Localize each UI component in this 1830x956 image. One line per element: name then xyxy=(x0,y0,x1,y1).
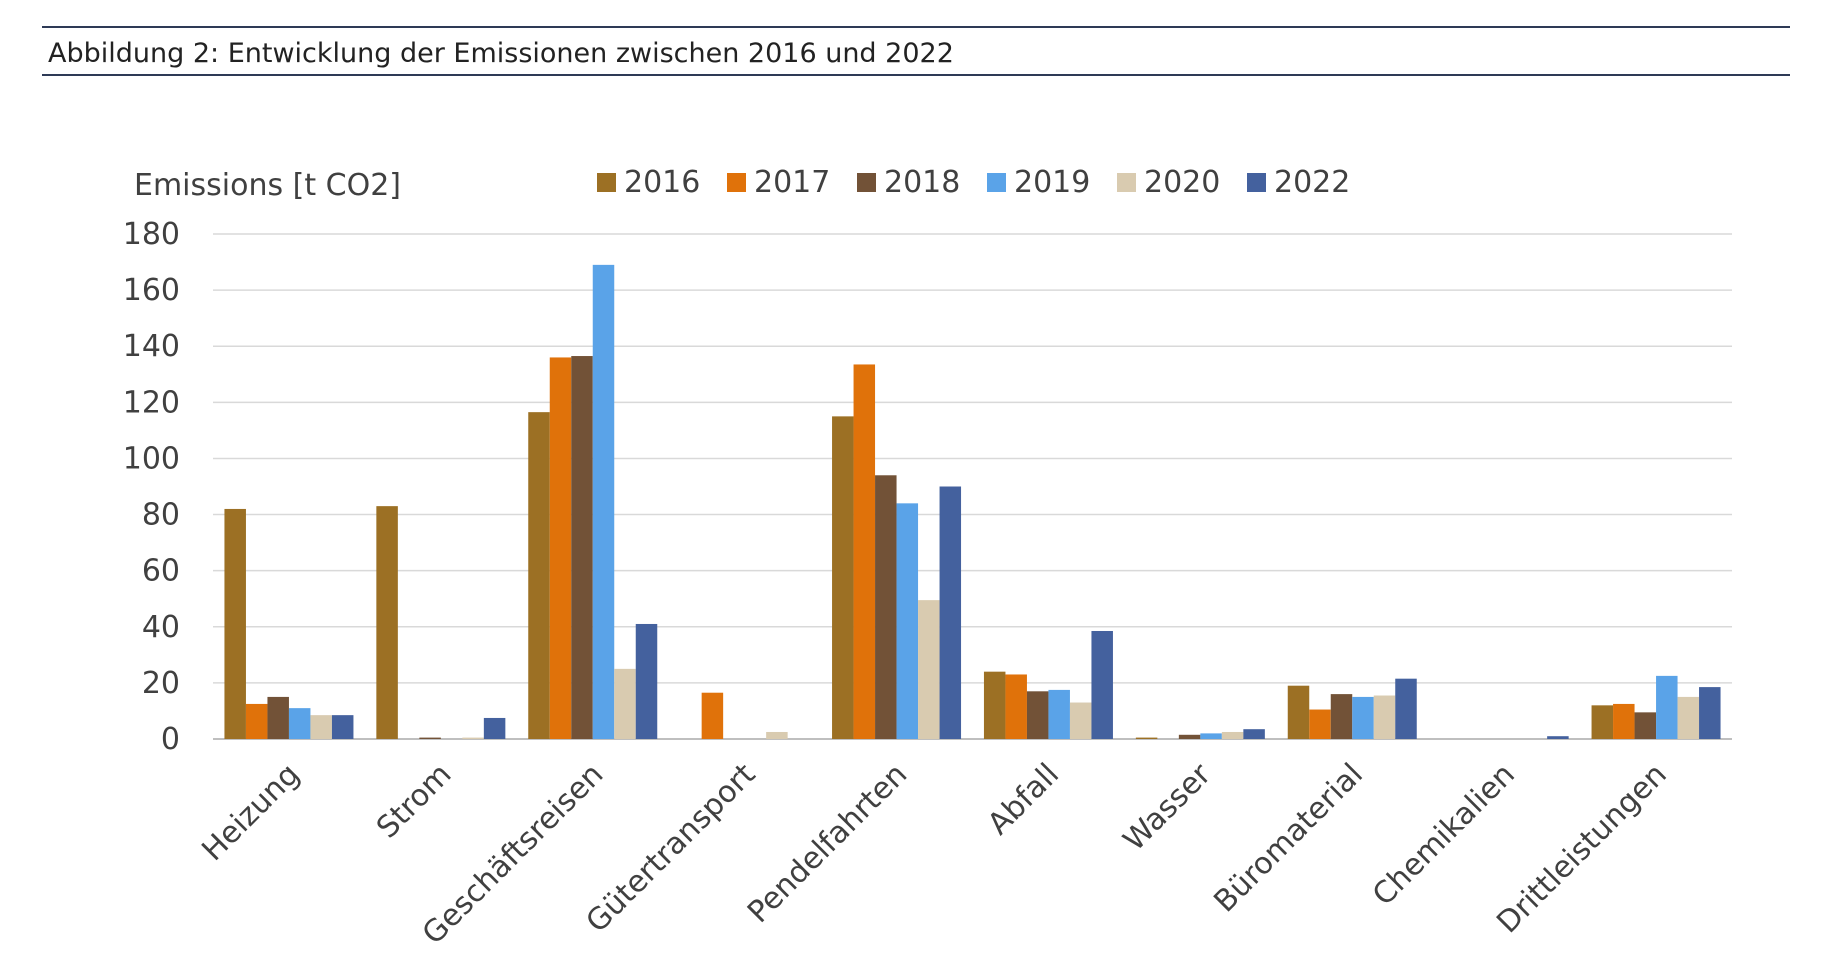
bar-2019-wasser xyxy=(1200,733,1222,739)
x-category-label: Wasser xyxy=(1117,756,1219,858)
y-tick-label: 0 xyxy=(161,722,180,757)
bar-2017-abfall xyxy=(1005,674,1027,739)
figure-header: Abbildung 2: Entwicklung der Emissionen … xyxy=(42,26,1790,76)
x-category-label: Pendelfahrten xyxy=(741,757,914,930)
x-category-label: Büromaterial xyxy=(1207,757,1370,920)
bar-2020-wasser xyxy=(1221,731,1244,739)
bar-2022-büromaterial xyxy=(1395,678,1417,739)
legend-swatch-2019 xyxy=(987,173,1006,192)
y-tick-label: 100 xyxy=(123,441,180,476)
legend-label-2022: 2022 xyxy=(1274,165,1350,200)
bar-2018-wasser xyxy=(1178,734,1201,739)
y-tick-label: 180 xyxy=(123,217,180,252)
legend-swatch-2022 xyxy=(1247,173,1266,192)
bar-2018-geschäftsreisen xyxy=(571,356,593,739)
bar-2018-heizung xyxy=(267,696,289,739)
y-tick-label: 160 xyxy=(123,273,180,308)
y-tick-label: 120 xyxy=(123,385,180,420)
legend-label-2016: 2016 xyxy=(624,165,700,200)
x-category-label: Heizung xyxy=(195,757,306,868)
x-category-label: Abfall xyxy=(981,757,1066,842)
bar-2020-gütertransport xyxy=(766,731,788,739)
bar-2020-strom xyxy=(462,737,484,739)
legend-label-2017: 2017 xyxy=(754,165,830,200)
bar-2022-heizung xyxy=(331,715,354,739)
bar-2017-pendelfahrten xyxy=(853,364,876,739)
bar-2016-strom xyxy=(376,506,398,739)
bar-2022-strom xyxy=(483,717,506,739)
bar-2020-drittleistungen xyxy=(1677,696,1700,739)
legend-swatch-2018 xyxy=(857,173,876,192)
bar-2019-pendelfahrten xyxy=(896,503,919,739)
legend-label-2018: 2018 xyxy=(884,165,960,200)
bar-2017-drittleistungen xyxy=(1613,703,1635,739)
bar-2019-heizung xyxy=(288,708,311,739)
bar-2016-wasser xyxy=(1135,737,1158,739)
legend-swatch-2020 xyxy=(1117,173,1136,192)
bar-2022-abfall xyxy=(1091,630,1113,739)
bar-2022-pendelfahrten xyxy=(939,486,962,739)
bar-2018-abfall xyxy=(1026,691,1049,739)
legend-label-2019: 2019 xyxy=(1014,165,1090,200)
bar-2017-geschäftsreisen xyxy=(549,357,572,739)
legend: 2016 2017 2018 2019 2020 2022 xyxy=(597,165,1350,200)
bar-2017-gütertransport xyxy=(701,692,724,739)
bars xyxy=(224,264,1721,739)
bar-2019-drittleistungen xyxy=(1656,675,1678,739)
bar-2022-chemikalien xyxy=(1547,736,1569,739)
legend-label-2020: 2020 xyxy=(1144,165,1220,200)
bar-2016-geschäftsreisen xyxy=(528,412,550,739)
bar-2022-wasser xyxy=(1243,729,1265,739)
bar-2020-geschäftsreisen xyxy=(614,668,636,739)
bar-2020-heizung xyxy=(310,715,332,739)
bar-2017-büromaterial xyxy=(1309,709,1331,739)
x-category-label: Strom xyxy=(370,757,458,845)
bar-2016-abfall xyxy=(983,671,1006,739)
y-tick-label: 40 xyxy=(142,610,180,645)
bar-2018-strom xyxy=(419,737,441,739)
bar-2016-heizung xyxy=(224,508,246,739)
figure-caption: Abbildung 2: Entwicklung der Emissionen … xyxy=(48,38,954,69)
legend-swatch-2016 xyxy=(597,173,616,192)
bar-2016-drittleistungen xyxy=(1591,705,1614,739)
bar-2020-büromaterial xyxy=(1373,695,1396,739)
bar-2016-büromaterial xyxy=(1287,685,1310,739)
y-tick-labels: 0 20 40 60 80 100 120 140 160 180 xyxy=(123,217,180,757)
legend-swatch-2017 xyxy=(727,173,746,192)
bar-2017-heizung xyxy=(245,703,268,739)
bar-2018-büromaterial xyxy=(1330,694,1353,739)
y-tick-label: 140 xyxy=(123,329,180,364)
bar-2019-geschäftsreisen xyxy=(592,264,615,739)
bar-2018-drittleistungen xyxy=(1634,712,1657,739)
bar-2020-abfall xyxy=(1069,702,1092,739)
bar-2019-büromaterial xyxy=(1352,696,1374,739)
bar-2016-pendelfahrten xyxy=(832,416,854,739)
bar-2020-pendelfahrten xyxy=(918,600,940,739)
x-category-labels: Heizung StromGeschäftsreisenGütertranspor… xyxy=(195,756,1673,951)
bar-2019-abfall xyxy=(1048,689,1070,739)
grid-lines xyxy=(213,233,1732,740)
y-tick-label: 60 xyxy=(142,554,180,589)
bar-2022-drittleistungen xyxy=(1699,687,1721,739)
y-tick-label: 80 xyxy=(142,498,180,533)
y-axis-label: Emissions [t CO2] xyxy=(134,168,401,203)
x-category-label: Chemikalien xyxy=(1366,757,1522,913)
y-tick-label: 20 xyxy=(142,666,180,701)
bar-2022-geschäftsreisen xyxy=(635,623,658,739)
bar-2018-pendelfahrten xyxy=(875,475,897,739)
